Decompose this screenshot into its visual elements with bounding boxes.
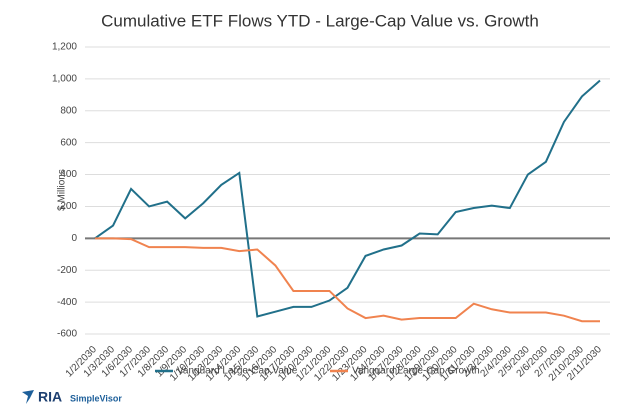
y-tick-label: -400 [57, 297, 77, 308]
y-tick-label: 600 [60, 137, 77, 148]
y-tick-label: 0 [71, 233, 77, 244]
logo-icon [22, 390, 34, 404]
legend-label: Vanguard Large-Cap Value [177, 366, 298, 377]
y-tick-label: -600 [57, 329, 77, 340]
y-tick-label: -200 [57, 265, 77, 276]
line-series [94, 79, 601, 318]
logo-brand: RIA [38, 389, 62, 405]
chart-title: Cumulative ETF Flows YTD - Large-Cap Val… [101, 11, 539, 30]
y-tick-label: 1,200 [52, 42, 77, 53]
y-axis-label: $ Millions [57, 169, 68, 211]
y-tick-label: 800 [60, 105, 77, 116]
y-tick-label: 400 [60, 169, 77, 180]
line-series [95, 237, 600, 323]
logo-product: SimpleVisor [70, 393, 122, 403]
legend-label: Vanguard Large-Cap Growth [352, 366, 480, 377]
y-tick-label: 1,000 [52, 74, 77, 85]
logo: RIA SimpleVisor [22, 389, 122, 405]
y-tick-label: 200 [60, 201, 77, 212]
